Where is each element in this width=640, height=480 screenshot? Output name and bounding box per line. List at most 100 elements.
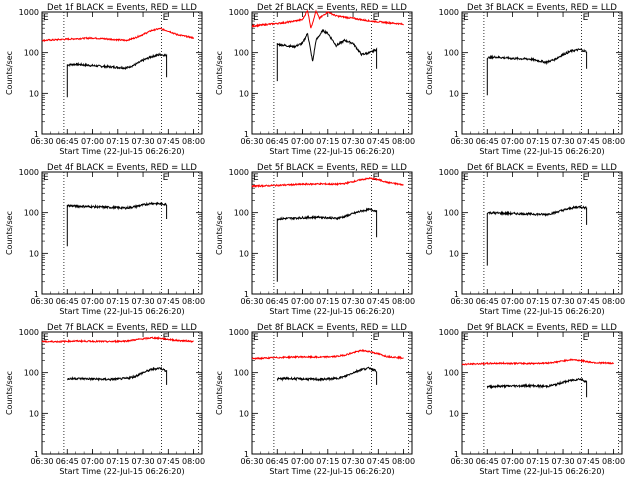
x-tick-label: 07:45 bbox=[577, 457, 600, 466]
y-axis-label: Counts/sec bbox=[425, 371, 434, 415]
e-marker-right: E bbox=[373, 13, 379, 23]
y-tick-label: 10 bbox=[239, 89, 249, 98]
events-series-line bbox=[486, 204, 588, 266]
e-marker-right: E bbox=[373, 333, 379, 343]
x-tick-label: 07:45 bbox=[367, 137, 390, 146]
y-tick-label: 10 bbox=[239, 249, 249, 258]
y-tick-label: 10 bbox=[29, 89, 39, 98]
y-tick-label: 1000 bbox=[19, 168, 39, 177]
x-tick-label: 08:00 bbox=[182, 137, 205, 146]
x-tick-label: 07:45 bbox=[157, 457, 180, 466]
x-tick-label: 07:00 bbox=[501, 457, 524, 466]
x-tick-label: 06:45 bbox=[476, 457, 499, 466]
x-tick-label: 07:30 bbox=[132, 457, 155, 466]
panel-title: Det 5f BLACK = Events, RED = LLD bbox=[257, 163, 407, 173]
x-tick-label: 08:00 bbox=[602, 297, 625, 306]
y-tick-label: 1000 bbox=[229, 328, 249, 337]
events-series-line bbox=[486, 48, 588, 96]
y-tick-label: 1 bbox=[34, 290, 39, 299]
x-tick-label: 07:15 bbox=[106, 137, 129, 146]
plot-frame bbox=[461, 331, 623, 455]
x-tick-label: 06:45 bbox=[266, 137, 289, 146]
x-axis-label: Start Time (22-Jul-15 06:26:20) bbox=[479, 307, 604, 316]
x-axis-label: Start Time (22-Jul-15 06:26:20) bbox=[59, 147, 184, 156]
events-series-line bbox=[66, 201, 168, 247]
x-tick-label: 07:30 bbox=[132, 137, 155, 146]
y-tick-label: 1000 bbox=[19, 8, 39, 17]
x-tick-label: 06:30 bbox=[240, 457, 263, 466]
y-axis-label: Counts/sec bbox=[5, 51, 14, 95]
y-tick-label: 1 bbox=[34, 450, 39, 459]
lld-series-line bbox=[251, 348, 404, 361]
x-tick-label: 07:15 bbox=[106, 457, 129, 466]
y-tick-label: 10 bbox=[239, 409, 249, 418]
panel-title: Det 6f BLACK = Events, RED = LLD bbox=[467, 163, 617, 173]
x-tick-label: 07:45 bbox=[157, 297, 180, 306]
y-tick-label: 10 bbox=[449, 89, 459, 98]
x-tick-label: 07:45 bbox=[157, 137, 180, 146]
x-tick-label: 07:30 bbox=[552, 137, 575, 146]
y-tick-label: 1 bbox=[244, 450, 249, 459]
x-tick-label: 08:00 bbox=[392, 297, 415, 306]
lld-series-line bbox=[251, 176, 404, 189]
x-axis-label: Start Time (22-Jul-15 06:26:20) bbox=[59, 307, 184, 316]
x-tick-label: 06:30 bbox=[450, 457, 473, 466]
x-tick-label: 07:30 bbox=[552, 297, 575, 306]
y-axis-label: Counts/sec bbox=[5, 211, 14, 255]
events-series-line bbox=[66, 52, 168, 98]
lld-series-line bbox=[461, 358, 614, 366]
x-tick-label: 08:00 bbox=[182, 457, 205, 466]
x-axis-label: Start Time (22-Jul-15 06:26:20) bbox=[269, 307, 394, 316]
e-marker-left: E bbox=[463, 13, 469, 23]
plot-frame bbox=[251, 171, 413, 295]
x-tick-label: 07:30 bbox=[132, 297, 155, 306]
x-tick-label: 07:00 bbox=[291, 137, 314, 146]
plot-frame bbox=[41, 331, 203, 455]
panel-title: Det 4f BLACK = Events, RED = LLD bbox=[47, 163, 197, 173]
x-tick-label: 07:00 bbox=[291, 297, 314, 306]
panel-title: Det 8f BLACK = Events, RED = LLD bbox=[257, 323, 407, 333]
y-tick-label: 1 bbox=[454, 130, 459, 139]
panel-title: Det 3f BLACK = Events, RED = LLD bbox=[467, 3, 617, 13]
e-marker-right: E bbox=[583, 333, 589, 343]
x-tick-label: 07:15 bbox=[316, 297, 339, 306]
panel-title: Det 2f BLACK = Events, RED = LLD bbox=[257, 3, 407, 13]
x-tick-label: 07:45 bbox=[577, 137, 600, 146]
x-tick-label: 07:00 bbox=[81, 297, 104, 306]
x-tick-label: 07:15 bbox=[106, 297, 129, 306]
e-marker-left: E bbox=[43, 333, 49, 343]
x-tick-label: 06:30 bbox=[30, 297, 53, 306]
panel-det-9: Det 9f BLACK = Events, RED = LLD 1 10 100 10… bbox=[425, 323, 625, 476]
y-tick-label: 10 bbox=[449, 409, 459, 418]
plot-frame bbox=[41, 171, 203, 295]
x-axis-label: Start Time (22-Jul-15 06:26:20) bbox=[269, 467, 394, 476]
panel-title: Det 7f BLACK = Events, RED = LLD bbox=[47, 323, 197, 333]
y-tick-label: 100 bbox=[234, 209, 249, 218]
x-tick-label: 07:30 bbox=[342, 297, 365, 306]
y-tick-label: 100 bbox=[444, 369, 459, 378]
y-tick-label: 100 bbox=[444, 209, 459, 218]
x-tick-label: 06:45 bbox=[56, 137, 79, 146]
y-tick-label: 1000 bbox=[439, 8, 459, 17]
panel-det-8: Det 8f BLACK = Events, RED = LLD 1 10 100 10… bbox=[215, 323, 415, 476]
lld-series-line bbox=[41, 27, 195, 43]
y-axis-label: Counts/sec bbox=[215, 371, 224, 415]
e-marker-left: E bbox=[253, 13, 259, 23]
x-tick-label: 08:00 bbox=[392, 137, 415, 146]
e-marker-left: E bbox=[253, 173, 259, 183]
events-series-line bbox=[276, 28, 378, 82]
x-tick-label: 06:30 bbox=[240, 297, 263, 306]
e-marker-left: E bbox=[43, 13, 49, 23]
x-tick-label: 07:45 bbox=[367, 457, 390, 466]
x-tick-label: 08:00 bbox=[602, 137, 625, 146]
y-tick-label: 1 bbox=[454, 290, 459, 299]
e-marker-right: E bbox=[163, 173, 169, 183]
y-tick-label: 10 bbox=[29, 409, 39, 418]
x-tick-label: 08:00 bbox=[602, 457, 625, 466]
x-tick-label: 07:00 bbox=[81, 457, 104, 466]
y-axis-label: Counts/sec bbox=[215, 211, 224, 255]
x-tick-label: 08:00 bbox=[392, 457, 415, 466]
y-tick-label: 1 bbox=[454, 450, 459, 459]
plot-frame bbox=[461, 11, 623, 135]
